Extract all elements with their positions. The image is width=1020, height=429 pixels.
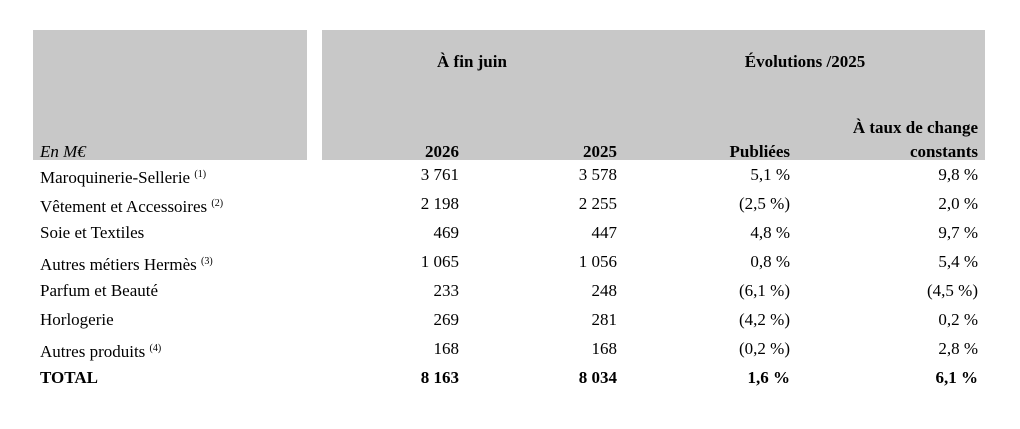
row-label: Autres métiers Hermès (3) bbox=[40, 252, 213, 275]
cell: (6,1 %) bbox=[739, 281, 790, 300]
header-band bbox=[322, 30, 985, 160]
cell: 447 bbox=[591, 223, 618, 242]
cell: (4,5 %) bbox=[927, 281, 978, 300]
cell: 2 198 bbox=[420, 194, 459, 213]
cell: 0,8 % bbox=[750, 252, 790, 271]
cell: 269 bbox=[433, 310, 460, 329]
cell: 4,8 % bbox=[750, 223, 790, 242]
cell: 2 255 bbox=[578, 194, 617, 213]
cell: 2,8 % bbox=[938, 339, 978, 358]
cell: (2,5 %) bbox=[739, 194, 790, 213]
group-header: Évolutions /2025 bbox=[744, 52, 866, 71]
cell: 5,1 % bbox=[750, 165, 790, 184]
row-label-text: Vêtement et Accessoires bbox=[40, 197, 208, 216]
row-label: Soie et Textiles bbox=[40, 223, 144, 243]
header-band bbox=[33, 30, 307, 160]
column-header: 2025 bbox=[583, 142, 617, 161]
column-header: Publiées bbox=[729, 142, 790, 161]
row-label: Vêtement et Accessoires (2) bbox=[40, 194, 223, 217]
row-label: Maroquinerie-Sellerie (1) bbox=[40, 165, 206, 188]
row-label-text: Autres métiers Hermès bbox=[40, 255, 197, 274]
row-label-text: Horlogerie bbox=[40, 310, 114, 329]
cell: 3 761 bbox=[420, 165, 459, 184]
row-label-text: Autres produits bbox=[40, 342, 146, 361]
cell: (0,2 %) bbox=[739, 339, 790, 358]
column-header: 2026 bbox=[425, 142, 459, 161]
cell: 2,0 % bbox=[938, 194, 978, 213]
cell: 3 578 bbox=[578, 165, 617, 184]
cell: 233 bbox=[433, 281, 460, 300]
column-header: constants bbox=[909, 142, 978, 161]
row-label: Horlogerie bbox=[40, 310, 114, 330]
group-header: À fin juin bbox=[437, 52, 507, 71]
cell: 9,7 % bbox=[938, 223, 978, 242]
cell: 469 bbox=[433, 223, 460, 242]
cell: 8 034 bbox=[578, 368, 617, 387]
row-label: TOTAL bbox=[40, 368, 98, 388]
row-label-text: Parfum et Beauté bbox=[40, 281, 159, 300]
cell: 1,6 % bbox=[747, 368, 791, 387]
cell: (4,2 %) bbox=[739, 310, 790, 329]
cell: 9,8 % bbox=[938, 165, 978, 184]
cell: 5,4 % bbox=[938, 252, 978, 271]
cell: 168 bbox=[591, 339, 618, 358]
cell: 6,1 % bbox=[935, 368, 979, 387]
row-label: Autres produits (4) bbox=[40, 339, 161, 362]
footnote-ref: (1) bbox=[194, 169, 207, 180]
column-header: À taux de change bbox=[852, 118, 978, 137]
row-label: Parfum et Beauté bbox=[40, 281, 158, 301]
cell: 1 065 bbox=[420, 252, 459, 271]
row-label-text: Maroquinerie-Sellerie bbox=[40, 168, 191, 187]
cell: 281 bbox=[591, 310, 618, 329]
cell: 8 163 bbox=[420, 368, 459, 387]
cell: 1 056 bbox=[578, 252, 617, 271]
row-label-text: Soie et Textiles bbox=[40, 223, 145, 242]
footnote-ref: (2) bbox=[211, 198, 224, 209]
unit-label: En M€ bbox=[40, 142, 86, 161]
footnote-ref: (4) bbox=[149, 343, 162, 354]
footnote-ref: (3) bbox=[200, 256, 213, 267]
cell: 168 bbox=[433, 339, 460, 358]
cell: 0,2 % bbox=[938, 310, 978, 329]
row-label-text: TOTAL bbox=[40, 368, 98, 387]
cell: 248 bbox=[591, 281, 618, 300]
